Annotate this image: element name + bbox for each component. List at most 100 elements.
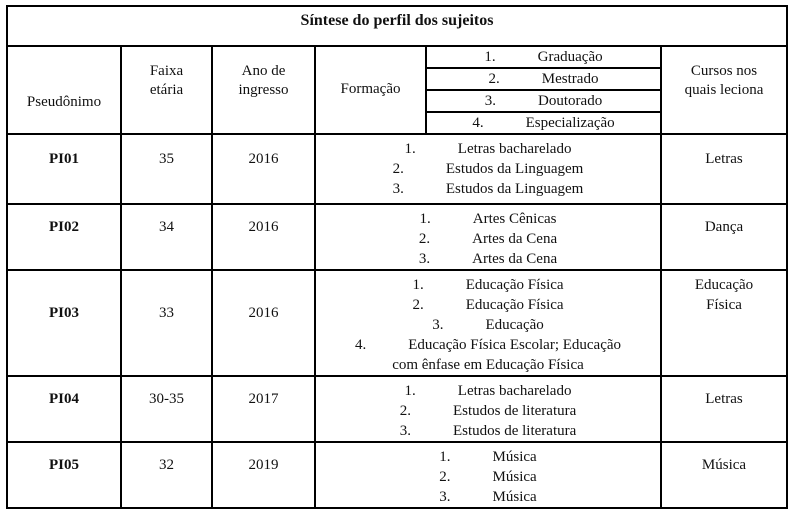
formacao-item: 1. Educação Física bbox=[317, 275, 659, 295]
cell-faixa-etaria: 30-35 bbox=[120, 375, 213, 443]
item-text: Graduação bbox=[537, 49, 603, 65]
table-row: PI04 30-35 2017 1. Letras bacharelado 2. E… bbox=[6, 375, 788, 443]
item-number: 2. bbox=[488, 71, 500, 87]
item-text: Educação Física bbox=[465, 297, 564, 313]
item-number: 2. bbox=[392, 161, 404, 177]
cell-formacao: 1. Artes Cênicas 2. Artes da Cena 3. Artes … bbox=[314, 203, 662, 271]
column-header-formacao: Formação bbox=[314, 45, 427, 135]
cell-cursos: Música bbox=[660, 441, 788, 509]
cell-pseudonimo: PI03 bbox=[6, 269, 122, 377]
formacao-level-graduacao: 1. Graduação bbox=[425, 45, 662, 69]
cell-ano-ingresso: 2016 bbox=[211, 133, 316, 205]
table-row: PI01 35 2016 1. Letras bacharelado 2. Estu… bbox=[6, 133, 788, 205]
numbered-line: 4. Especialização bbox=[428, 114, 659, 132]
cell-faixa-etaria: 32 bbox=[120, 441, 213, 509]
item-text: Estudos de literatura bbox=[452, 423, 577, 439]
item-text: Educação Física bbox=[465, 277, 564, 293]
formacao-item: 4. Educação Física Escolar; Educação bbox=[317, 335, 659, 355]
header-row: Pseudônimo Faixa etária Ano de ingresso … bbox=[6, 45, 788, 135]
item-text: Música bbox=[492, 449, 537, 465]
formacao-item: 2. Estudos de literatura bbox=[317, 401, 659, 421]
formacao-item: 1. Letras bacharelado bbox=[317, 381, 659, 401]
item-number: 1. bbox=[439, 449, 451, 465]
formacao-item: 2. Educação Física bbox=[317, 295, 659, 315]
title-row: Síntese do perfil dos sujeitos bbox=[6, 5, 788, 47]
cell-formacao: 1. Educação Física 2. Educação Física 3. Ed… bbox=[314, 269, 662, 377]
table-title: Síntese do perfil dos sujeitos bbox=[6, 5, 788, 47]
formacao-item: 1. Letras bacharelado bbox=[317, 139, 659, 159]
header-row: 4. Especialização bbox=[7, 111, 787, 135]
item-number: 4. bbox=[472, 115, 484, 131]
item-number: 1. bbox=[404, 383, 416, 399]
item-number: 1. bbox=[404, 141, 416, 157]
item-text: Mestrado bbox=[541, 71, 599, 87]
cell-formacao: 1. Música 2. Música 3. Música bbox=[314, 441, 662, 509]
formacao-level-doutorado: 3. Doutorado bbox=[425, 89, 662, 113]
item-number: 2. bbox=[439, 469, 451, 485]
item-text: Estudos da Linguagem bbox=[445, 161, 584, 177]
item-number: 1. bbox=[419, 211, 431, 227]
formacao-item: 2. Música bbox=[317, 467, 659, 487]
item-text: Estudos da Linguagem bbox=[445, 181, 584, 197]
cell-ano-ingresso: 2016 bbox=[211, 203, 316, 271]
numbered-line: 3. Doutorado bbox=[428, 92, 659, 110]
item-number: 3. bbox=[432, 317, 444, 333]
formacao-item: 3. Estudos de literatura bbox=[317, 421, 659, 440]
formacao-item: 3. Música bbox=[317, 487, 659, 506]
cell-cursos: Educação Física bbox=[660, 269, 788, 377]
cell-cursos: Dança bbox=[660, 203, 788, 271]
column-header-pseudonimo: Pseudônimo bbox=[6, 45, 122, 135]
item-text: Artes da Cena bbox=[472, 231, 558, 247]
cell-pseudonimo: PI04 bbox=[6, 375, 122, 443]
item-number: 1. bbox=[412, 277, 424, 293]
cell-pseudonimo: PI01 bbox=[6, 133, 122, 205]
cell-ano-ingresso: 2019 bbox=[211, 441, 316, 509]
table-row: PI05 32 2019 1. Música 2. Música 3. Música … bbox=[6, 441, 788, 509]
item-number: 1. bbox=[484, 49, 496, 65]
cell-pseudonimo: PI05 bbox=[6, 441, 122, 509]
cell-ano-ingresso: 2016 bbox=[211, 269, 316, 377]
numbered-line: 2. Mestrado bbox=[428, 70, 659, 88]
cell-formacao: 1. Letras bacharelado 2. Estudos de litera… bbox=[314, 375, 662, 443]
formacao-item: 3. Artes da Cena bbox=[317, 249, 659, 268]
numbered-line: 1. Graduação bbox=[428, 48, 659, 66]
item-number: 3. bbox=[392, 181, 404, 197]
item-number: 2. bbox=[412, 297, 424, 313]
cell-ano-ingresso: 2017 bbox=[211, 375, 316, 443]
cell-formacao: 1. Letras bacharelado 2. Estudos da Lingua… bbox=[314, 133, 662, 205]
item-number: 3. bbox=[399, 423, 411, 439]
item-number: 3. bbox=[439, 489, 451, 505]
cell-cursos: Letras bbox=[660, 375, 788, 443]
item-text: Especialização bbox=[525, 115, 615, 131]
cell-faixa-etaria: 33 bbox=[120, 269, 213, 377]
item-text: Artes da Cena bbox=[472, 251, 558, 267]
item-text: Doutorado bbox=[538, 93, 603, 109]
cell-pseudonimo: PI02 bbox=[6, 203, 122, 271]
formacao-item-continuation: com ênfase em Educação Física bbox=[317, 355, 659, 374]
formacao-level-especializacao: 4. Especialização bbox=[425, 111, 662, 135]
cell-faixa-etaria: 34 bbox=[120, 203, 213, 271]
item-number: 4. bbox=[354, 337, 367, 353]
item-text: Educação bbox=[485, 317, 544, 333]
subjects-profile-table: Síntese do perfil dos sujeitos Pseudônim… bbox=[6, 5, 788, 509]
formacao-item: 1. Música bbox=[317, 447, 659, 467]
item-text: com ênfase em Educação Física bbox=[392, 357, 584, 373]
formacao-item: 3. Educação bbox=[317, 315, 659, 335]
cell-cursos: Letras bbox=[660, 133, 788, 205]
column-header-faixa-etaria: Faixa etária bbox=[120, 45, 213, 135]
column-header-cursos: Cursos nos quais leciona bbox=[660, 45, 788, 135]
item-text: Letras bacharelado bbox=[457, 141, 572, 157]
cell-faixa-etaria: 35 bbox=[120, 133, 213, 205]
item-text: Música bbox=[492, 469, 537, 485]
item-number: 2. bbox=[399, 403, 411, 419]
table-row: PI02 34 2016 1. Artes Cênicas 2. Artes da … bbox=[6, 203, 788, 271]
header-row: 2. Mestrado bbox=[7, 67, 787, 91]
formacao-item: 2. Artes da Cena bbox=[317, 229, 659, 249]
item-text: Estudos de literatura bbox=[452, 403, 577, 419]
table-row: PI03 33 2016 1. Educação Física 2. Educaçã… bbox=[6, 269, 788, 377]
header-row: 3. Doutorado bbox=[7, 89, 787, 113]
item-number: 3. bbox=[418, 251, 431, 267]
item-text: Artes Cênicas bbox=[472, 211, 557, 227]
formacao-item: 2. Estudos da Linguagem bbox=[317, 159, 659, 179]
column-header-ano-ingresso: Ano de ingresso bbox=[211, 45, 316, 135]
